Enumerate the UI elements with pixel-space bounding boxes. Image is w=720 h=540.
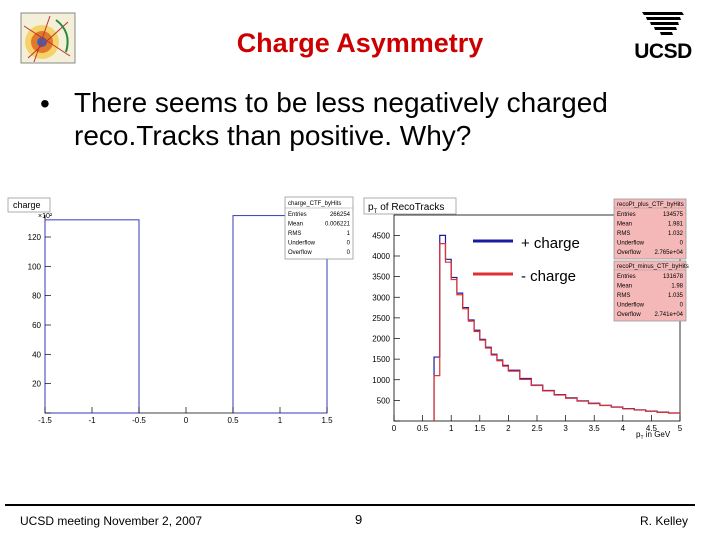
ucsd-logo-text: UCSD bbox=[634, 40, 692, 63]
pt-minus-stats-box: recoPt_minus_CTF_byHits bbox=[613, 260, 689, 322]
pt-stat-0-value-2: 1.032 bbox=[668, 231, 684, 237]
pt-plus-stats-box: recoPt_plus_CTF_byHits bbox=[613, 198, 687, 260]
charge-y-tick-label-4: 80 bbox=[32, 292, 41, 301]
pt-stat-1-value-3: 0 bbox=[680, 303, 684, 309]
pt-y-tick-label-4: 2000 bbox=[372, 335, 390, 344]
pt-series-minus bbox=[433, 243, 681, 421]
pt-stat-1-label-0: Entries bbox=[617, 274, 636, 280]
cms-logo bbox=[20, 12, 76, 64]
pt-title: pT of RecoTracks bbox=[368, 202, 444, 215]
pt-stat-0-label-0: Entries bbox=[617, 212, 636, 218]
charge-stat-label-2: RMS bbox=[288, 231, 301, 237]
pt-stat-1-label-1: Mean bbox=[617, 284, 632, 290]
pt-stat-0-label-3: Underflow bbox=[617, 241, 645, 247]
pt-stat-1-value-0: 131678 bbox=[663, 274, 684, 280]
charge-stat-label-3: Underflow bbox=[288, 241, 316, 247]
charge-x-tick-label-5: 1 bbox=[278, 416, 283, 425]
pt-stat-1-label-3: Underflow bbox=[617, 303, 645, 309]
legend-label-minus: - charge bbox=[521, 268, 576, 285]
charge-stat-value-4: 0 bbox=[347, 250, 351, 256]
slide-title: Charge Asymmetry bbox=[236, 28, 484, 58]
charge-stats-box: charge_CTF_byHits Entries 266254 Mean 0.006… bbox=[284, 196, 354, 260]
page-number: 9 bbox=[355, 512, 363, 527]
pt-x-tick-label-9: 4.5 bbox=[646, 424, 658, 433]
ucsd-logo bbox=[626, 10, 698, 66]
charge-x-tick-label-6: 1.5 bbox=[321, 416, 333, 425]
pt-x-tick-label-10: 5 bbox=[678, 424, 683, 433]
charge-y-tick-label-2: 40 bbox=[32, 350, 41, 359]
charge-stat-value-1: 0.006221 bbox=[325, 222, 351, 228]
pt-y-tick-label-9: 4500 bbox=[372, 231, 390, 240]
charge-x-tick-label-0: -1.5 bbox=[38, 416, 52, 425]
pt-x-tick-label-1: 0.5 bbox=[417, 424, 429, 433]
pt-stat-0-value-1: 1.981 bbox=[668, 222, 684, 228]
charge-stat-label-4: Overflow bbox=[288, 250, 312, 256]
pt-stat-1-label-2: RMS bbox=[617, 293, 630, 299]
charge-title-box bbox=[7, 197, 51, 213]
charge-title: charge bbox=[13, 200, 41, 210]
charge-x-tick-label-2: -0.5 bbox=[132, 416, 146, 425]
charge-x-tick-label-4: 0.5 bbox=[227, 416, 239, 425]
charge-multiplier: ×10² bbox=[38, 213, 53, 220]
legend-label-plus: + charge bbox=[521, 235, 580, 252]
charge-x-tick-label-3: 0 bbox=[184, 416, 189, 425]
pt-x-tick-label-6: 3 bbox=[563, 424, 568, 433]
pt-x-tick-label-8: 4 bbox=[621, 424, 626, 433]
pt-x-tick-label-4: 2 bbox=[506, 424, 511, 433]
pt-histogram: 0 0.5 1 1.5 2 2.5 3 3.5 4 4.5 5 500 1000 1500 2000 2500… bbox=[358, 193, 690, 443]
charge-stats-title: charge_CTF_byHits bbox=[288, 201, 341, 207]
pt-y-tick-label-5: 2500 bbox=[372, 314, 390, 323]
pt-stat-0-label-4: Overflow bbox=[617, 250, 641, 256]
pt-stat-0-label-2: RMS bbox=[617, 231, 630, 237]
pt-series bbox=[433, 234, 681, 421]
footer-meeting: UCSD meeting November 2, 2007 bbox=[20, 514, 203, 528]
footer-author: R. Kelley bbox=[640, 514, 689, 528]
charge-stat-value-3: 0 bbox=[347, 241, 351, 247]
charge-y-tick-label-3: 60 bbox=[32, 321, 41, 330]
pt-xlabel: pT in GeV bbox=[636, 430, 671, 441]
charge-stat-label-0: Entries bbox=[288, 212, 307, 218]
bullet-dot-icon: • bbox=[40, 88, 50, 119]
pt-x-tick-label-0: 0 bbox=[392, 424, 397, 433]
footer-divider bbox=[5, 504, 695, 506]
pt-stat-1-value-1: 1.98 bbox=[671, 284, 683, 290]
pt-stat-1-value-4: 2.741e+04 bbox=[654, 312, 683, 318]
pt-y-tick-label-7: 3500 bbox=[372, 273, 390, 282]
charge-y-tick-label-1: 20 bbox=[32, 380, 41, 389]
bullet-text: There seems to be less negatively charge… bbox=[74, 87, 608, 151]
pt-y-tick-label-2: 1000 bbox=[372, 376, 390, 385]
charge-y-tick-label-6: 120 bbox=[28, 233, 42, 242]
pt-stat-1-value-2: 1.035 bbox=[668, 293, 684, 299]
pt-stat-0-value-3: 0 bbox=[680, 241, 684, 247]
pt-y-tick-label-8: 4000 bbox=[372, 252, 390, 261]
pt-stat-0-label-1: Mean bbox=[617, 222, 632, 228]
charge-y-tick-label-5: 100 bbox=[28, 262, 42, 271]
pt-stat-1-label-4: Overflow bbox=[617, 312, 641, 318]
pt-ticks: 0 0.5 1 1.5 2 2.5 3 3.5 4 4.5 5 500 1000 1500 2000 2500… bbox=[372, 231, 683, 433]
pt-y-tick-label-3: 1500 bbox=[372, 355, 390, 364]
pt-stats-rows: Entries 134575 Mean 1.981 RMS 1.032 Underflow 0… bbox=[617, 212, 684, 318]
charge-stat-value-0: 266254 bbox=[330, 212, 351, 218]
pt-title-box bbox=[363, 197, 457, 215]
pt-stat-0-value-0: 134575 bbox=[663, 212, 684, 218]
charge-x-tick-label-1: -1 bbox=[88, 416, 96, 425]
charge-stat-value-2: 1 bbox=[347, 231, 351, 237]
pt-plus-stats-title: recoPt_plus_CTF_byHits bbox=[617, 202, 684, 208]
pt-x-tick-label-2: 1 bbox=[449, 424, 454, 433]
pt-x-tick-label-7: 3.5 bbox=[589, 424, 601, 433]
pt-x-tick-label-5: 2.5 bbox=[531, 424, 543, 433]
charge-ticks: -1.5 -1 -0.5 0 0.5 1 1.5 20 40 60 80 100 120 bbox=[28, 233, 333, 425]
charge-stat-label-1: Mean bbox=[288, 222, 303, 228]
pt-minus-stats-title: recoPt_minus_CTF_byHits bbox=[617, 264, 689, 270]
pt-y-tick-label-6: 3000 bbox=[372, 293, 390, 302]
pt-y-tick-label-1: 500 bbox=[377, 396, 391, 405]
pt-stat-0-value-4: 2.765e+04 bbox=[654, 250, 683, 256]
pt-x-tick-label-3: 1.5 bbox=[474, 424, 486, 433]
